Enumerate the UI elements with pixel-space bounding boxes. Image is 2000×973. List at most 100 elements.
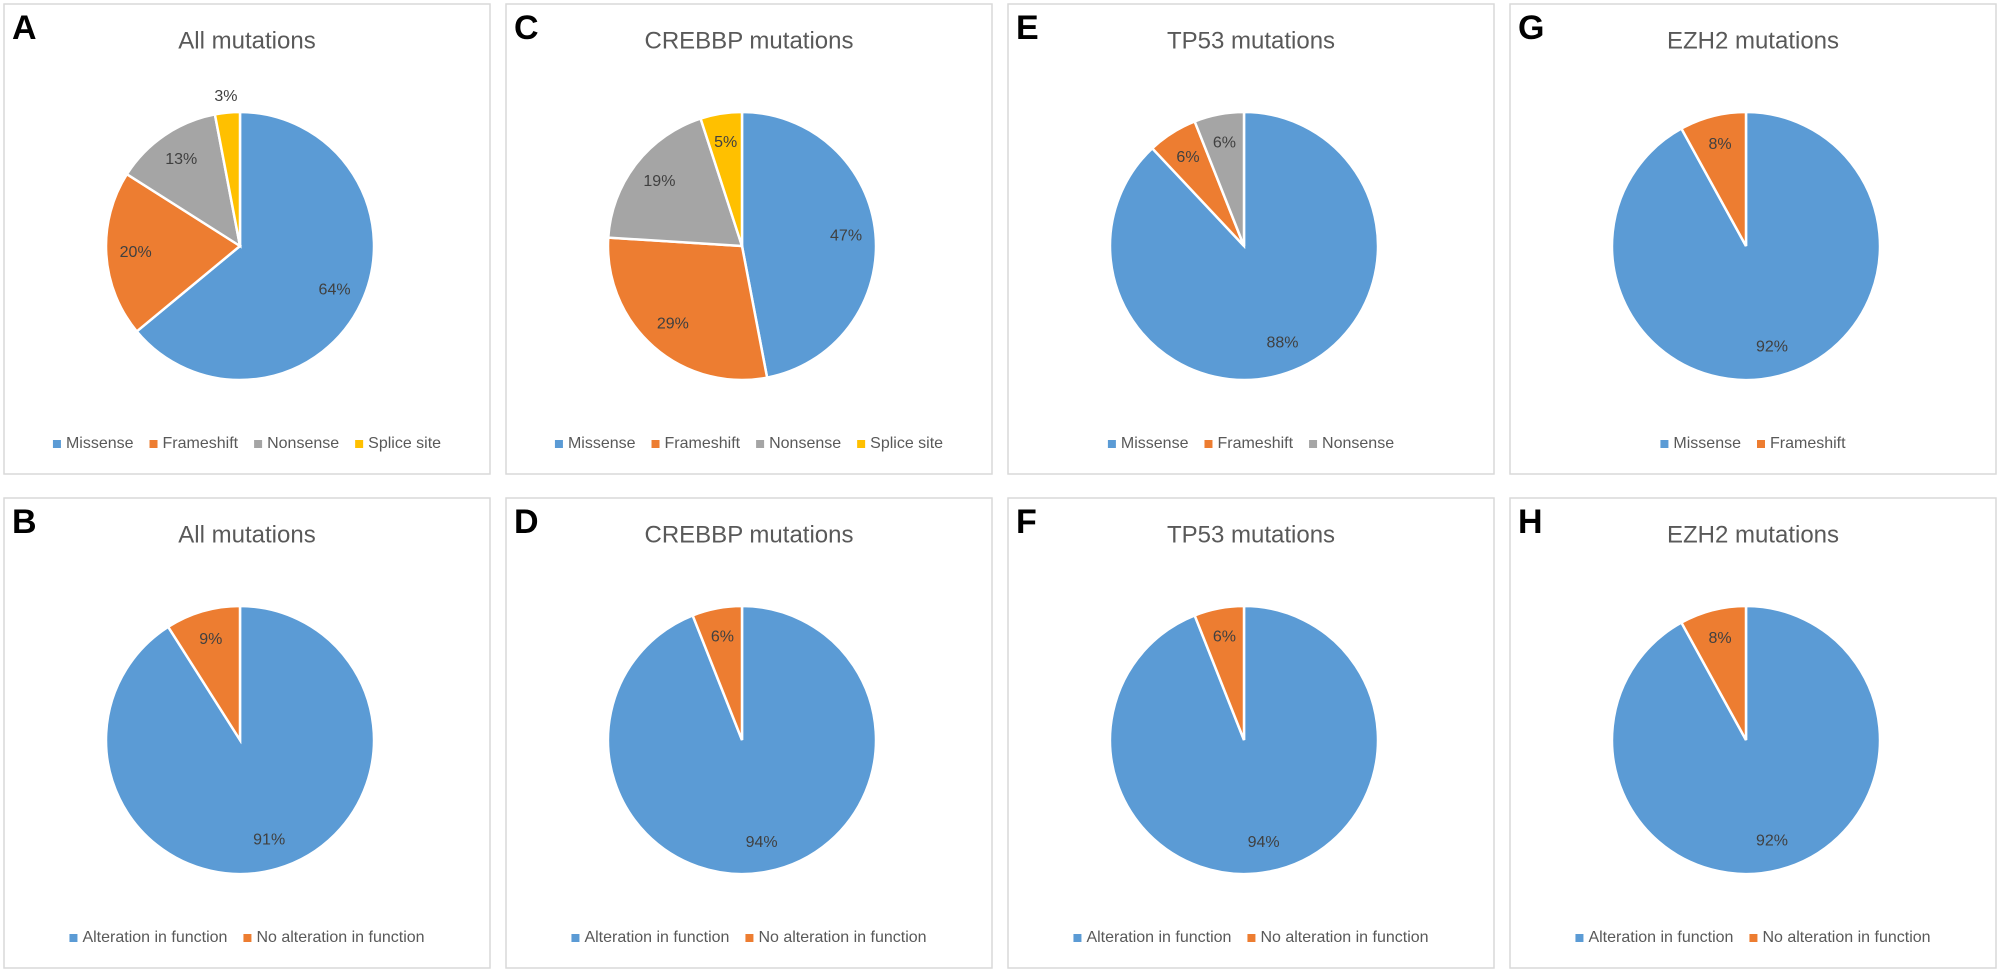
value-label: 6% bbox=[1213, 135, 1236, 152]
legend-label: Nonsense bbox=[1322, 435, 1394, 452]
legend-swatch bbox=[1757, 440, 1765, 448]
legend-swatch bbox=[554, 440, 563, 448]
legend-swatch bbox=[857, 440, 866, 448]
pie-slice bbox=[213, 110, 242, 247]
value-label: 92% bbox=[1756, 832, 1788, 849]
value-label: 13% bbox=[165, 151, 197, 168]
value-label: 47% bbox=[830, 227, 862, 244]
legend-label: Frameshift bbox=[1217, 435, 1293, 452]
legend-swatch bbox=[651, 440, 660, 448]
value-label: 8% bbox=[1708, 136, 1731, 153]
legend-swatch bbox=[243, 934, 252, 942]
chart-title: All mutations bbox=[178, 521, 315, 548]
legend-label: Alteration in function bbox=[1086, 929, 1231, 946]
legend: Missense Frameshift Nonsense Splice site bbox=[52, 435, 441, 452]
chart-title: TP53 mutations bbox=[1167, 27, 1335, 54]
pie-slice bbox=[740, 110, 878, 380]
legend-swatch bbox=[149, 440, 158, 448]
legend: Alteration in function No alteration in f… bbox=[69, 929, 425, 946]
chart-title: CREBBP mutations bbox=[645, 27, 854, 54]
value-label: 3% bbox=[214, 88, 237, 105]
pie-slice bbox=[104, 172, 243, 334]
pie-slice bbox=[125, 112, 242, 249]
pie-slice bbox=[699, 110, 744, 247]
legend-swatch bbox=[1247, 934, 1256, 942]
legend-swatch bbox=[1575, 934, 1584, 942]
value-label: 94% bbox=[1248, 834, 1280, 851]
legend-swatch bbox=[254, 440, 263, 448]
legend-swatch bbox=[355, 440, 364, 448]
chart-title: CREBBP mutations bbox=[645, 521, 854, 548]
legend-label: Splice site bbox=[368, 435, 441, 452]
legend-swatch bbox=[1749, 934, 1758, 942]
pie-slice bbox=[166, 604, 242, 745]
chart-title: All mutations bbox=[178, 27, 315, 54]
value-label: 6% bbox=[711, 629, 734, 646]
legend: Alteration in function No alteration in f… bbox=[1073, 929, 1429, 946]
legend: Missense Frameshift Nonsense Splice site bbox=[554, 435, 943, 452]
value-label: 8% bbox=[1708, 630, 1731, 647]
panel-letter: H bbox=[1518, 503, 1543, 541]
pie-slice bbox=[606, 116, 744, 248]
value-label: 5% bbox=[714, 134, 737, 151]
panel-letter: E bbox=[1016, 9, 1039, 47]
legend: Missense Frameshift Nonsense bbox=[1107, 435, 1394, 452]
legend-swatch bbox=[745, 934, 754, 942]
chart-title: EZH2 mutations bbox=[1667, 521, 1839, 548]
legend-swatch bbox=[756, 440, 765, 448]
value-label: 9% bbox=[199, 631, 222, 648]
legend: Alteration in function No alteration in f… bbox=[571, 929, 927, 946]
panel-letter: C bbox=[514, 9, 539, 47]
panel-letter: B bbox=[12, 503, 37, 541]
pie-slice bbox=[1679, 110, 1748, 247]
value-label: 20% bbox=[120, 244, 152, 261]
legend-swatch bbox=[69, 934, 78, 942]
legend: Alteration in function No alteration in f… bbox=[1575, 929, 1931, 946]
legend-swatch bbox=[1309, 440, 1318, 448]
pie-slice bbox=[1193, 110, 1246, 247]
legend-swatch bbox=[571, 934, 580, 942]
panel-letter: D bbox=[514, 503, 539, 541]
legend-label: Nonsense bbox=[769, 435, 841, 452]
value-label: 92% bbox=[1756, 338, 1788, 355]
legend-label: Missense bbox=[1121, 435, 1189, 452]
legend-swatch bbox=[1204, 440, 1213, 448]
legend-label: Missense bbox=[1673, 435, 1741, 452]
value-label: 64% bbox=[319, 282, 351, 299]
value-label: 91% bbox=[253, 832, 285, 849]
pie-slice bbox=[134, 110, 376, 382]
legend-label: Alteration in function bbox=[584, 929, 729, 946]
legend-swatch bbox=[1660, 440, 1669, 448]
value-label: 6% bbox=[1176, 149, 1199, 166]
panel-letter: F bbox=[1016, 503, 1037, 541]
value-label: 6% bbox=[1213, 629, 1236, 646]
value-label: 94% bbox=[746, 834, 778, 851]
legend-label: No alteration in function bbox=[256, 929, 424, 946]
legend-label: Frameshift bbox=[163, 435, 239, 452]
legend-swatch bbox=[1073, 934, 1082, 942]
legend-label: Frameshift bbox=[1770, 435, 1846, 452]
legend-label: Nonsense bbox=[267, 435, 339, 452]
panel-letter: G bbox=[1518, 9, 1544, 47]
pie-slice bbox=[606, 236, 769, 382]
legend-label: Splice site bbox=[870, 435, 943, 452]
legend-swatch bbox=[1107, 440, 1116, 448]
legend-label: Missense bbox=[66, 435, 134, 452]
legend-label: No alteration in function bbox=[1260, 929, 1428, 946]
chart-title: TP53 mutations bbox=[1167, 521, 1335, 548]
legend-swatch bbox=[52, 440, 61, 448]
chart-title: EZH2 mutations bbox=[1667, 27, 1839, 54]
value-label: 19% bbox=[643, 173, 675, 190]
legend-label: No alteration in function bbox=[758, 929, 926, 946]
legend-label: Missense bbox=[568, 435, 636, 452]
pie-slice bbox=[691, 604, 744, 741]
pie-slice bbox=[1193, 604, 1246, 741]
legend-label: Alteration in function bbox=[1588, 929, 1733, 946]
legend-label: No alteration in function bbox=[1762, 929, 1930, 946]
legend-label: Frameshift bbox=[665, 435, 741, 452]
legend: Missense Frameshift bbox=[1660, 435, 1846, 452]
value-label: 88% bbox=[1266, 334, 1298, 351]
legend-label: Alteration in function bbox=[82, 929, 227, 946]
pie-slice bbox=[1679, 604, 1748, 741]
